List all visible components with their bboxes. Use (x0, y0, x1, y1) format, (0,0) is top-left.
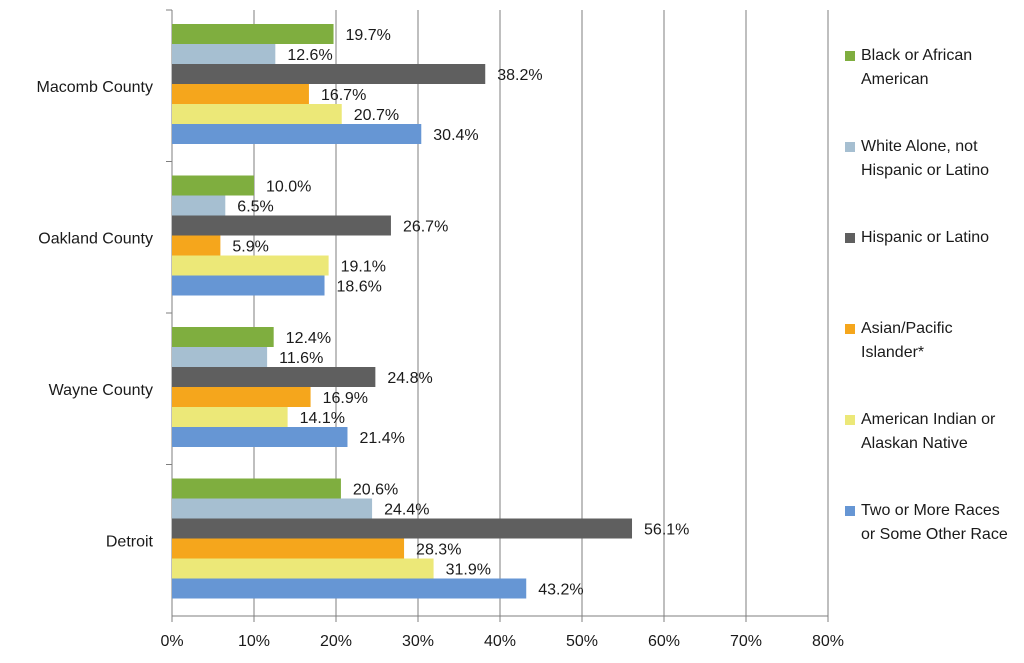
bar (172, 104, 342, 124)
bar (172, 387, 311, 407)
x-tick-label: 0% (160, 633, 183, 650)
bar (172, 255, 329, 276)
bar (172, 367, 376, 387)
x-tick-label: 50% (566, 633, 598, 650)
bar-value-label: 12.4% (286, 330, 331, 347)
x-tick-label: 20% (320, 633, 352, 650)
bar (172, 215, 391, 236)
bar (172, 407, 288, 427)
y-category-label: Detroit (106, 533, 154, 550)
bar-value-label: 56.1% (644, 522, 689, 539)
legend-label: White Alone, not Hispanic or Latino (861, 138, 990, 179)
bar (172, 84, 309, 104)
legend-swatch (845, 51, 855, 61)
legend-label: American Indian or Alaskan Native (861, 411, 996, 452)
legend-item: American Indian or Alaskan Native (845, 408, 1023, 456)
bar (172, 44, 276, 64)
bar (172, 275, 325, 296)
bar-value-label: 20.6% (353, 482, 398, 499)
bar-value-label: 11.6% (279, 350, 323, 367)
bar-value-label: 10.0% (266, 179, 311, 196)
x-tick-label: 70% (730, 633, 762, 650)
bar (172, 24, 334, 44)
bar-value-label: 5.9% (232, 239, 268, 256)
legend-swatch (845, 324, 855, 334)
legend-swatch (845, 506, 855, 516)
bar-value-label: 19.1% (341, 259, 386, 276)
x-tick-label: 30% (402, 633, 434, 650)
bar-value-label: 18.6% (337, 279, 382, 296)
bar-value-label: 38.2% (497, 67, 542, 84)
legend-label: Asian/Pacific Islander* (861, 320, 953, 361)
bar (172, 327, 274, 347)
bar-value-label: 12.6% (287, 47, 332, 64)
bar-value-label: 19.7% (346, 27, 391, 44)
bar-value-label: 24.8% (387, 370, 432, 387)
bar-value-label: 26.7% (403, 219, 448, 236)
bar-value-label: 24.4% (384, 502, 429, 519)
legend-swatch (845, 233, 855, 243)
bar (172, 518, 633, 539)
bar-value-label: 31.9% (446, 562, 491, 579)
bar (172, 64, 486, 84)
bar (172, 427, 348, 447)
bar (172, 478, 341, 499)
bar-value-label: 30.4% (433, 127, 478, 144)
bar-value-label: 43.2% (538, 582, 583, 599)
bar (172, 124, 422, 144)
bar-value-label: 21.4% (359, 430, 404, 447)
legend-swatch (845, 415, 855, 425)
bar-value-label: 28.3% (416, 542, 461, 559)
bar-value-label: 16.7% (321, 87, 366, 104)
legend-item: Asian/Pacific Islander* (845, 317, 1023, 365)
x-tick-label: 80% (812, 633, 844, 650)
bar (172, 538, 405, 559)
y-category-label: Macomb County (37, 79, 154, 96)
legend-label: Two or More Races or Some Other Race (861, 502, 1008, 543)
legend-item: White Alone, not Hispanic or Latino (845, 135, 1023, 183)
y-category-label: Oakland County (38, 230, 153, 247)
bar-value-label: 20.7% (354, 107, 399, 124)
legend-item: Black or African American (845, 44, 1023, 92)
bar (172, 558, 434, 579)
bar (172, 195, 226, 216)
y-category-label: Wayne County (49, 382, 153, 399)
legend-swatch (845, 142, 855, 152)
x-tick-label: 10% (238, 633, 270, 650)
legend-label: Black or African American (861, 47, 973, 88)
bar-value-label: 14.1% (300, 410, 345, 427)
bar (172, 347, 268, 367)
legend-item: Two or More Races or Some Other Race (845, 499, 1023, 547)
x-tick-label: 40% (484, 633, 516, 650)
legend-label: Hispanic or Latino (861, 229, 990, 246)
bar (172, 498, 373, 519)
x-tick-label: 60% (648, 633, 680, 650)
bar (172, 235, 221, 256)
bar-value-label: 16.9% (323, 390, 368, 407)
legend-item: Hispanic or Latino (845, 226, 1023, 250)
bar (172, 578, 527, 599)
bar-value-label: 6.5% (237, 199, 273, 216)
bar (172, 175, 254, 196)
